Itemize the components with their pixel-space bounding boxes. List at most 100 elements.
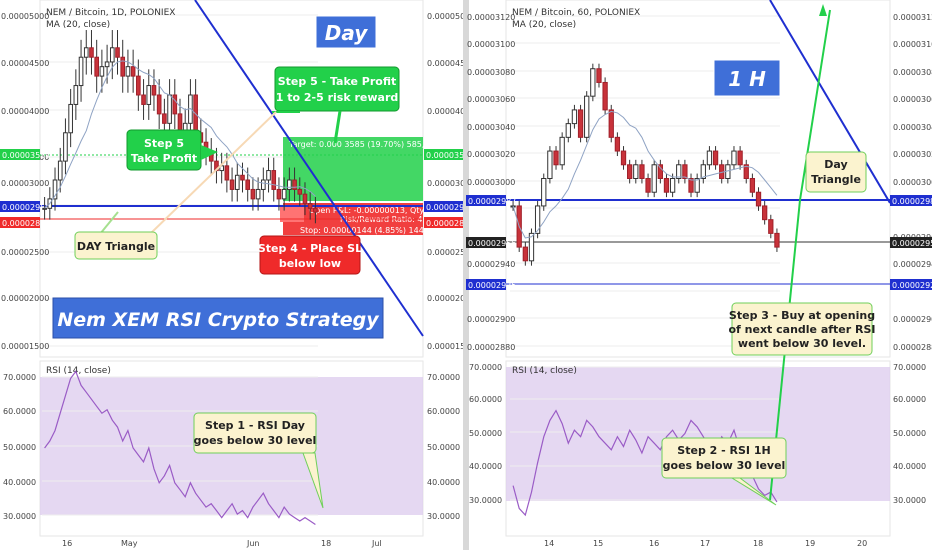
candle-body (287, 179, 292, 190)
price-tick: 0.00003000 (467, 178, 515, 187)
price-tick: 0.00002880 (893, 343, 932, 352)
candle-body (731, 150, 737, 166)
price-tag-text: 0.00002956 (468, 239, 516, 248)
time-tick: 17 (700, 539, 710, 548)
candle-body (571, 109, 578, 125)
candle-body (657, 164, 663, 179)
callout-text: Day (824, 158, 847, 171)
price-tick: 0.00003080 (893, 68, 932, 77)
candle-body (234, 174, 240, 190)
price-tag-text: 0.00002969 (2, 203, 50, 212)
price-tag-text: 0.00002956 (892, 239, 932, 248)
time-tick: Jul (371, 539, 382, 548)
rsi-tick: 30.0000 (3, 512, 36, 521)
callout-text: Step 1 - RSI Day (205, 419, 305, 432)
stop-label: Stop: 0.00000144 (4.85%) 144, A (300, 226, 435, 235)
price-tick: 0.00003060 (893, 95, 932, 104)
candle-body (639, 164, 645, 179)
candle-body (749, 178, 756, 193)
rsi-tick: 30.0000 (427, 512, 460, 521)
candle-body (250, 188, 256, 200)
callout-pointer (730, 477, 777, 506)
candle-body (633, 164, 639, 179)
candle-body (590, 68, 596, 97)
candle-body (167, 94, 172, 124)
price-tick: 0.00002000 (427, 294, 466, 303)
triangle-pointer-line (149, 111, 277, 235)
callout-text: Step 3 - Buy at opening (729, 309, 875, 322)
rsi-axis: 70.0000 60.0000 50.0000 40.0000 30.0000 … (469, 363, 926, 505)
time-tick: 14 (544, 539, 554, 548)
callout-text: Triangle (811, 173, 861, 186)
callout-step2[interactable] (661, 437, 787, 479)
callout-pointer (201, 145, 218, 160)
price-tick: 0.00004500 (427, 59, 466, 68)
price-tag-text: 0.00002987 (468, 197, 516, 206)
price-tick: 0.00003040 (893, 123, 932, 132)
price-tag-right-mid (890, 237, 932, 248)
candle-body (302, 193, 308, 205)
rsi-tick: 70.0000 (893, 363, 926, 372)
price-tick: 0.00002940 (467, 260, 515, 269)
candle-body (172, 94, 178, 115)
target-zone[interactable] (283, 137, 423, 201)
price-tick: 0.00003120 (467, 13, 515, 22)
callout-text: 1 to 2-5 risk reward (276, 91, 399, 104)
triangle-resistance-line[interactable] (194, 0, 424, 337)
triangle-pointer-line (99, 211, 119, 235)
callout-text: goes below 30 level (194, 434, 317, 447)
callout-text: Take Profit (131, 152, 197, 165)
rsi-line (512, 409, 778, 517)
price-tick: 0.00003100 (467, 40, 515, 49)
price-tick: 0.00003020 (893, 150, 932, 159)
price-tag-text: 0.00002925 (468, 281, 516, 290)
time-tick: 18 (321, 539, 331, 548)
candle-body (669, 178, 676, 193)
rsi-tick: 70.0000 (469, 363, 502, 372)
callout-day-triangle[interactable] (805, 151, 867, 193)
price-tick: 0.00001500 (427, 342, 466, 351)
daily-chart-svg[interactable]: NEM / Bitcoin, 1D, POLONIEX MA (20, clos… (0, 0, 475, 550)
price-tick: 0.00002500 (1, 248, 49, 257)
price-tick: 0.00002500 (427, 248, 466, 257)
candle-body (313, 207, 318, 213)
candle-body (63, 132, 68, 162)
panel-divider (463, 0, 469, 550)
callout-step5-take-profit[interactable] (274, 66, 400, 112)
candle-body (706, 150, 713, 166)
candle-body (115, 47, 120, 58)
callout-text: goes below 30 level (663, 459, 786, 472)
candle-body (688, 178, 694, 193)
callout-day-triangle[interactable] (74, 231, 158, 260)
left-chart-panel[interactable]: NEM / Bitcoin, 1D, POLONIEX MA (20, clos… (0, 0, 475, 550)
triangle-resistance-line[interactable] (769, 0, 891, 204)
right-chart-panel[interactable]: NEM / Bitcoin, 60, POLONIEX MA (20, clos… (466, 0, 932, 550)
price-tag-target-right (424, 149, 466, 160)
hourly-chart-svg[interactable]: NEM / Bitcoin, 60, POLONIEX MA (20, clos… (466, 0, 932, 550)
callout-pointer (302, 452, 324, 509)
callout-step3[interactable] (731, 302, 873, 356)
time-tick: May (121, 539, 138, 548)
rsi-tick: 50.0000 (427, 443, 460, 452)
price-tag-entry-right (424, 201, 466, 212)
candle-body (271, 170, 277, 190)
price-tick: 0.00003120 (893, 13, 932, 22)
price-tag-stop-right (424, 217, 466, 228)
candle-body (125, 66, 131, 77)
candle-body (57, 160, 63, 181)
rsi-tick: 30.0000 (893, 496, 926, 505)
price-tick: 0.00002900 (467, 315, 515, 324)
time-tick: 20 (857, 539, 867, 548)
candle-body (224, 165, 230, 181)
price-tick: 0.00003100 (893, 40, 932, 49)
candle-body (553, 150, 559, 166)
candle-body (682, 164, 688, 179)
timeframe-badge (713, 59, 781, 97)
candle-body (94, 56, 100, 77)
rsi-tick: 50.0000 (3, 443, 36, 452)
callout-step1[interactable] (193, 412, 317, 454)
price-tag-right-top (890, 195, 932, 206)
callout-step4[interactable] (259, 235, 361, 275)
candle-body (627, 164, 633, 179)
price-tick: 0.00004000 (1, 107, 49, 116)
